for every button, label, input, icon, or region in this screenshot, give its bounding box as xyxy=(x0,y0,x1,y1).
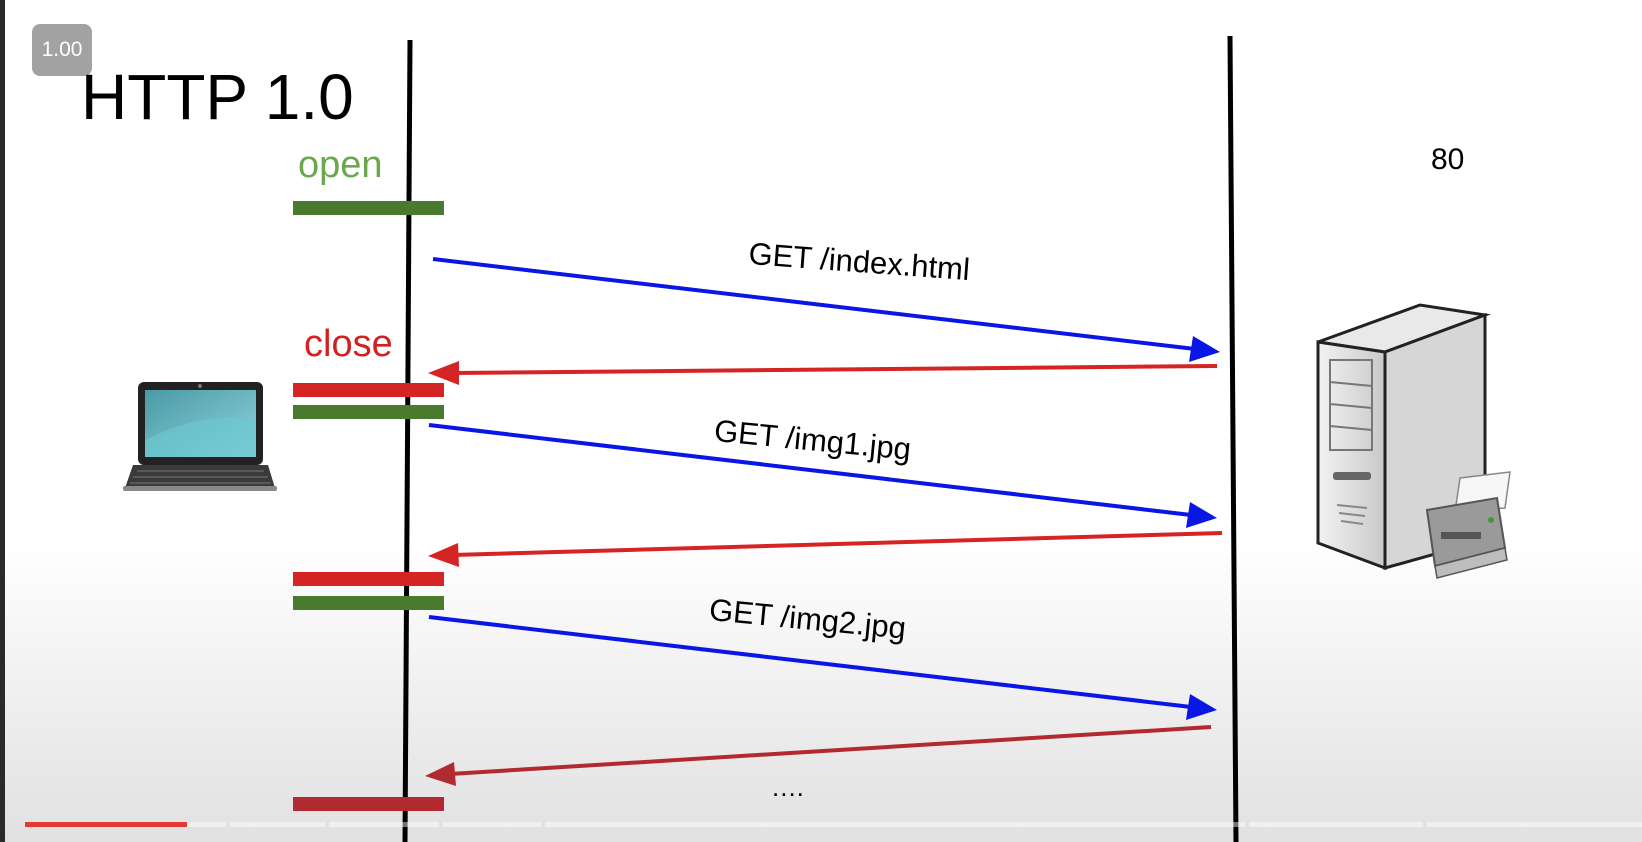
printer-icon xyxy=(1425,471,1511,579)
response-arrow-2 xyxy=(428,531,1223,567)
request-arrow-2 xyxy=(428,423,1217,528)
request-arrow-1 xyxy=(432,257,1220,362)
close-bar-1 xyxy=(293,383,444,397)
request-arrow-3 xyxy=(428,615,1217,720)
client-lifeline xyxy=(402,39,413,842)
open-bar-3 xyxy=(293,596,444,610)
response-arrow-1 xyxy=(428,361,1218,385)
close-label: close xyxy=(304,323,393,365)
open-label: open xyxy=(298,144,383,186)
bottom-shade xyxy=(5,540,1642,842)
http-sequence-diagram xyxy=(123,35,1511,842)
open-bar-2 xyxy=(293,405,444,419)
open-bar-1 xyxy=(293,201,444,215)
video-progress-bar[interactable] xyxy=(25,822,1642,827)
server-port-label: 80 xyxy=(1431,143,1465,176)
response-arrow-3 xyxy=(425,725,1212,786)
close-bar-2 xyxy=(293,572,444,586)
laptop-icon xyxy=(123,382,277,491)
progress-played xyxy=(25,822,187,827)
continuation-ellipsis: .... xyxy=(772,772,805,802)
slide-title: HTTP 1.0 xyxy=(81,61,354,133)
close-bar-3 xyxy=(293,797,444,811)
playback-speed-badge[interactable]: 1.00 xyxy=(32,24,92,76)
video-frame[interactable]: 1.00 HTTP 1.0 open close 80 GET /index.h… xyxy=(5,0,1642,842)
server-lifeline xyxy=(1227,35,1239,842)
